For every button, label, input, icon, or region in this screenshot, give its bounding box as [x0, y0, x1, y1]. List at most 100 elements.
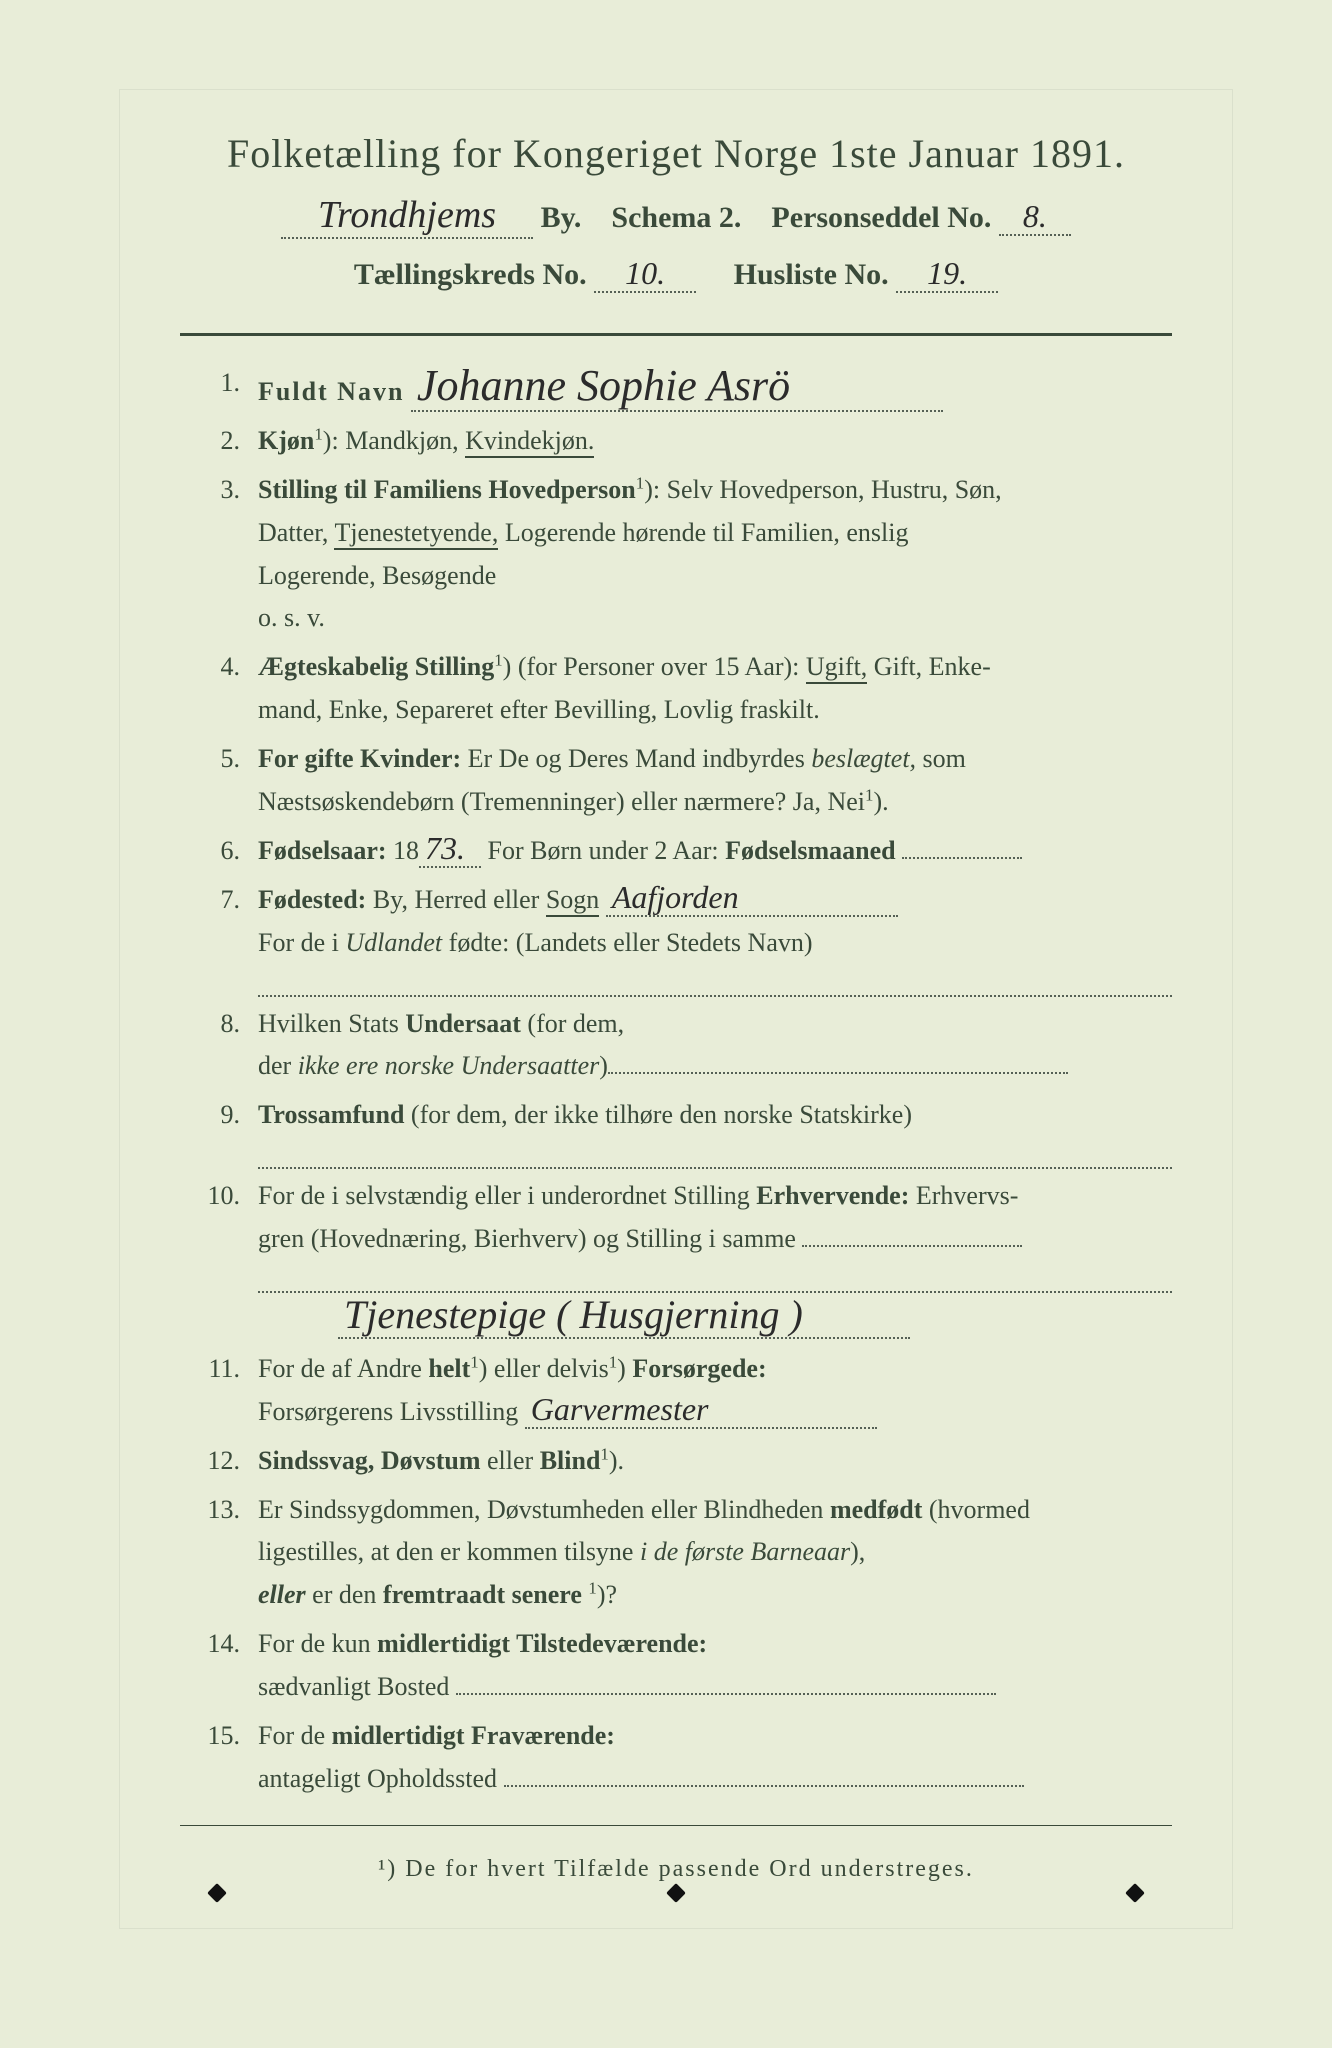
f7-underlined: Sogn [546, 885, 599, 917]
f4-underlined: Ugift, [806, 652, 867, 684]
f7-l2a: For de i [258, 928, 345, 957]
field-num: 1. [180, 362, 258, 414]
f11-l2: Forsørgerens Livsstilling [258, 1397, 518, 1426]
birthyear-value: 73. [419, 831, 481, 868]
field-8: 8. Hvilken Stats Undersaat (for dem, der… [180, 1003, 1172, 1089]
personseddel-no: 8. [999, 199, 1071, 236]
field-4: 4. Ægteskabelig Stilling1) (for Personer… [180, 646, 1172, 732]
birthmonth-blank [902, 857, 1022, 859]
field-label: Stilling til Familiens Hovedperson [258, 475, 636, 504]
schema-label: Schema 2. [611, 201, 741, 234]
field-10: 10. For de i selvstændig eller i underor… [180, 1175, 1172, 1342]
f15-bold: midlertidigt Fraværende: [332, 1721, 615, 1750]
f7-ital: Udlandet [345, 928, 442, 957]
field-num: 4. [180, 646, 258, 732]
field-label: Trossamfund [258, 1100, 404, 1129]
divider-top [180, 333, 1172, 336]
field-num: 15. [180, 1715, 258, 1801]
f10-t1: For de i selvstændig eller i underordnet… [258, 1181, 756, 1210]
f13-t2: (hvormed [922, 1495, 1030, 1524]
f13-b2: fremtraadt senere [383, 1580, 582, 1609]
f6-mid: For Børn under 2 Aar: [481, 836, 725, 865]
field-num: 2. [180, 420, 258, 463]
f12-b2: Blind [540, 1446, 601, 1475]
field-num: 10. [180, 1175, 258, 1342]
fields-list: 1. Fuldt Navn Johanne Sophie Asrö 2. Kjø… [180, 362, 1172, 1801]
f8-ital: ikke ere norske Undersaatter [298, 1051, 600, 1080]
field-num: 8. [180, 1003, 258, 1089]
husliste-no: 19. [896, 256, 998, 293]
f5-i1: beslægtet, [811, 744, 916, 773]
field-num: 5. [180, 738, 258, 824]
f10-l2: gren (Hovednæring, Bierhverv) og Stillin… [258, 1224, 796, 1253]
f8-t1: Hvilken Stats [258, 1009, 405, 1038]
city-handwritten: Trondhjems [281, 195, 533, 239]
f11-b2: Forsørgede: [626, 1354, 767, 1383]
field-num: 12. [180, 1440, 258, 1483]
field-11: 11. For de af Andre helt1) eller delvis1… [180, 1348, 1172, 1434]
field-5: 5. For gifte Kvinder: Er De og Deres Man… [180, 738, 1172, 824]
f5-t1: Er De og Deres Mand indbyrdes [461, 744, 811, 773]
f10-bold: Erhvervende: [756, 1181, 909, 1210]
occupation-value: Tjenestepige ( Husgjerning ) [338, 1293, 910, 1339]
f13-l3a: eller [258, 1580, 306, 1609]
field-15: 15. For de midlertidigt Fraværende: anta… [180, 1715, 1172, 1801]
field-num: 3. [180, 469, 258, 641]
f10-t2: Erhvervs- [909, 1181, 1018, 1210]
footnote: ¹) De for hvert Tilfælde passende Ord un… [180, 1856, 1172, 1883]
f7-text: By, Herred eller [366, 885, 546, 914]
field-num: 9. [180, 1094, 258, 1169]
f13-l2b: ), [850, 1537, 865, 1566]
f7-blank [258, 971, 1172, 997]
f8-t2: (for dem, [521, 1009, 624, 1038]
census-form-page: Folketælling for Kongeriget Norge 1ste J… [0, 0, 1332, 2048]
f9-blank [258, 1143, 1172, 1169]
field-num: 7. [180, 879, 258, 997]
f13-l2a: ligestilles, at den er kommen tilsyne [258, 1537, 640, 1566]
kjon-options: Mandkjøn, [345, 426, 465, 455]
f13-t1: Er Sindssygdommen, Døvstumheden eller Bl… [258, 1495, 830, 1524]
f14-text: For de kun [258, 1629, 377, 1658]
birthplace-value: Aafjorden [606, 880, 898, 917]
f11-b1: helt [428, 1354, 470, 1383]
f14-l2: sædvanligt Bosted [258, 1672, 449, 1701]
f8-bold: Undersaat [405, 1009, 521, 1038]
field-label: Fuldt Navn [258, 377, 404, 406]
main-title: Folketælling for Kongeriget Norge 1ste J… [180, 130, 1172, 177]
f12-text: eller [481, 1446, 540, 1475]
husliste-label: Husliste No. [734, 258, 889, 291]
f13-ital: i de første Barneaar [640, 1537, 850, 1566]
f3-underlined: Tjenestetyende, [334, 518, 498, 550]
field-label: Fødested: [258, 885, 366, 914]
f14-blank [456, 1693, 996, 1695]
f15-blank [504, 1785, 1024, 1787]
f11-t1: For de af Andre [258, 1354, 428, 1383]
f8-l2b: ) [599, 1051, 608, 1080]
f10-blank2 [258, 1267, 1172, 1293]
f14-bold: midlertidigt Tilstedeværende: [377, 1629, 707, 1658]
f13-l3b: er den [306, 1580, 383, 1609]
f11-t2: eller delvis [487, 1354, 608, 1383]
header-line-3: Tællingskreds No. 10. Husliste No. 19. [180, 246, 1172, 303]
punch-hole-icon [207, 1883, 227, 1903]
by-label: By. [541, 201, 582, 234]
field-12: 12. Sindssvag, Døvstum eller Blind1). [180, 1440, 1172, 1483]
field-6: 6. Fødselsaar: 1873. For Børn under 2 Aa… [180, 830, 1172, 873]
header-line-2: Trondhjems By. Schema 2. Personseddel No… [180, 189, 1172, 246]
f6-prefix: 18 [387, 836, 420, 865]
f5-l2: Næstsøskendebørn (Tremenninger) eller næ… [258, 787, 865, 816]
field-num: 14. [180, 1623, 258, 1709]
field-13: 13. Er Sindssygdommen, Døvstumheden elle… [180, 1489, 1172, 1618]
provider-value: Garvermester [525, 1392, 877, 1429]
f6-label2: Fødselsmaaned [725, 836, 895, 865]
field-label: Fødselsaar: [258, 836, 387, 865]
f8-blank [608, 1072, 1068, 1074]
kreds-label: Tællingskreds No. [354, 258, 587, 291]
content-area: Folketælling for Kongeriget Norge 1ste J… [120, 90, 1232, 1883]
f13-bold: medfødt [830, 1495, 922, 1524]
field-1: 1. Fuldt Navn Johanne Sophie Asrö [180, 362, 1172, 414]
field-label: Ægteskabelig Stilling [258, 652, 494, 681]
field-3: 3. Stilling til Familiens Hovedperson1):… [180, 469, 1172, 641]
f4-l2: mand, Enke, Separeret efter Bevilling, L… [258, 695, 820, 724]
f7-l2b: fødte: (Landets eller Stedets Navn) [442, 928, 812, 957]
